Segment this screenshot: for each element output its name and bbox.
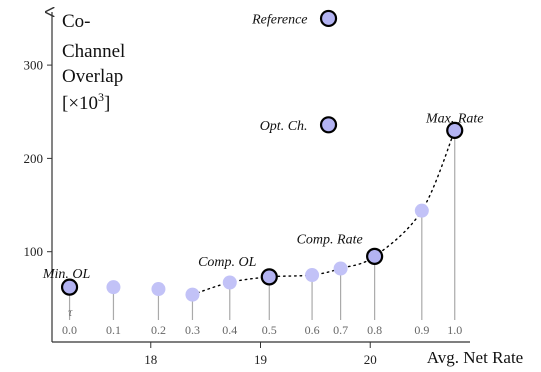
x-tick-label: 19: [254, 352, 267, 367]
y-tick-label: 100: [24, 244, 44, 259]
point-label: Max. Rate: [425, 111, 484, 126]
stems: [68, 130, 456, 320]
highlighted-point: [260, 268, 278, 286]
y-axis-title-line: Co-: [62, 11, 91, 32]
labels: Avg. Net Rate Co- Channel Overlap [×103] τ 0.0…: [42, 11, 523, 367]
point-label: Comp. OL: [198, 255, 257, 270]
y-axis-title-part: ]: [104, 93, 110, 114]
tau-label: 0.3: [185, 323, 200, 337]
data-point: [333, 261, 348, 276]
reference-point: [319, 116, 338, 134]
tau-label: 0.4: [222, 323, 237, 337]
data-point: [151, 282, 166, 297]
reference-label: Opt. Ch.: [260, 119, 308, 134]
tau-label: 0.9: [414, 323, 429, 337]
reference-point: [319, 9, 338, 28]
y-axis-title-line: Channel: [62, 41, 125, 62]
tau-label: 0.7: [333, 323, 348, 337]
data-point: [305, 268, 320, 283]
tau-label: 0.5: [262, 323, 277, 337]
point-label: Min. OL: [42, 267, 91, 282]
y-axis-title-exponent: 3: [98, 90, 104, 104]
y-tick-label: 300: [24, 58, 44, 73]
point-label: Comp. Rate: [297, 232, 363, 247]
y-axis-title-line: [×103]: [62, 90, 110, 114]
y-axis-title-part: [×10: [62, 93, 98, 114]
y-tick-label: 200: [24, 151, 44, 166]
y-axis-title: Co- Channel Overlap [×103]: [62, 11, 125, 114]
data-points: [60, 9, 464, 302]
y-axis-title-line: Overlap: [62, 66, 123, 87]
tau-label: 0.0: [62, 323, 77, 337]
x-tick-label: 18: [144, 352, 157, 367]
highlighted-point: [60, 278, 79, 296]
tau-label: 0.2: [151, 323, 166, 337]
tau-label: 0.8: [367, 323, 382, 337]
tau-label: 0.6: [305, 323, 320, 337]
data-point: [414, 203, 429, 218]
tau-symbol: τ: [68, 305, 73, 319]
x-axis-title: Avg. Net Rate: [427, 348, 523, 367]
reference-label: Reference: [251, 12, 307, 27]
data-point: [222, 275, 237, 290]
axes: 100 200 300 18 19 20: [24, 12, 470, 367]
highlighted-point: [366, 247, 384, 265]
tau-label: 1.0: [447, 323, 462, 337]
x-tick-label: 20: [364, 352, 377, 367]
highlighted-point: [446, 121, 464, 140]
data-point: [106, 280, 121, 295]
tau-label: 0.1: [106, 323, 121, 337]
data-point: [185, 287, 200, 302]
